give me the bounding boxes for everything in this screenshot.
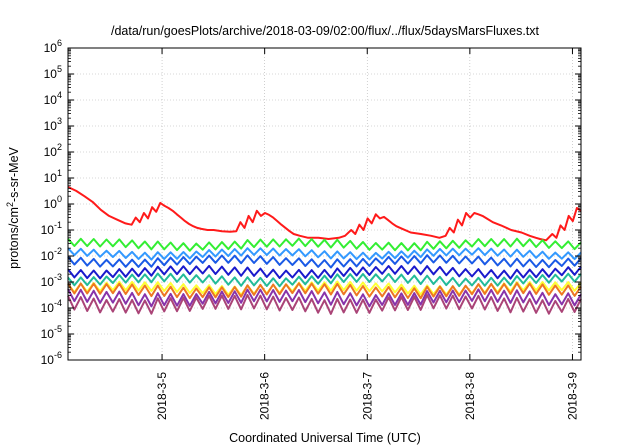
y-tick-label-exp: 6: [57, 38, 62, 48]
grid: [68, 48, 581, 360]
y-tick-label-exp: 5: [57, 64, 62, 74]
x-tick-label: 2018-3-6: [258, 372, 272, 420]
y-tick-label: 103: [44, 116, 62, 133]
y-tick-label-base: 10: [44, 93, 58, 107]
x-tick-label: 2018-3-9: [565, 372, 579, 420]
y-tick-label: 10-1: [41, 220, 62, 237]
plot-frame: [67, 47, 582, 361]
y-tick-labels: 10-610-510-410-310-210-11001011021031041…: [41, 38, 62, 367]
chart-title: /data/run/goesPlots/archive/2018-03-09/0…: [111, 24, 540, 38]
y-tick-label: 101: [44, 168, 62, 185]
x-tick-label: 2018-3-7: [360, 372, 374, 420]
y-tick-label: 100: [44, 194, 62, 211]
y-tick-label-base: 10: [41, 275, 55, 289]
x-tick-labels: 2018-3-5 2018-3-6 2018-3-7 2018-3-8 2018-3-9: [155, 372, 579, 420]
y-tick-label-base: 10: [44, 119, 58, 133]
y-axis-label-suffix: -s-sr-MeV: [7, 146, 21, 202]
y-tick-label-base: 10: [41, 249, 55, 263]
series-line-4: [67, 264, 582, 280]
series-line-2: [67, 247, 582, 261]
y-axis-label-prefix: protons/cm: [7, 207, 21, 269]
y-tick-label: 106: [44, 38, 62, 55]
x-tick-label: 2018-3-5: [155, 372, 169, 420]
series-line-1: [67, 237, 582, 252]
y-tick-label: 10-4: [41, 298, 62, 315]
y-tick-label-base: 10: [44, 67, 58, 81]
series-group: [67, 186, 582, 315]
y-tick-label-exp: -2: [54, 246, 62, 256]
y-tick-label-base: 10: [44, 41, 58, 55]
y-tick-label-exp: -6: [54, 350, 62, 360]
y-tick-label-exp: 0: [57, 194, 62, 204]
y-tick-label: 102: [44, 142, 62, 159]
series-line-5: [67, 272, 582, 288]
y-tick-label: 10-5: [41, 324, 62, 341]
y-tick-label-base: 10: [41, 301, 55, 315]
x-tick-label: 2018-3-8: [463, 372, 477, 420]
y-tick-label-exp: 4: [57, 90, 62, 100]
x-axis-label: Coordinated Universal Time (UTC): [229, 431, 421, 445]
series-line-3: [67, 254, 582, 269]
ticks: [68, 47, 581, 361]
y-tick-label-base: 10: [41, 353, 55, 367]
y-tick-label-exp: -4: [54, 298, 62, 308]
y-tick-label: 10-2: [41, 246, 62, 263]
y-tick-label-exp: 3: [57, 116, 62, 126]
series-line-0: [67, 186, 582, 242]
y-tick-label-exp: 1: [57, 168, 62, 178]
y-tick-label: 105: [44, 64, 62, 81]
y-tick-label-base: 10: [44, 171, 58, 185]
series-line-9: [67, 293, 582, 315]
y-tick-label-base: 10: [44, 197, 58, 211]
y-tick-label: 10-3: [41, 272, 62, 289]
y-tick-label-exp: 2: [57, 142, 62, 152]
y-axis-label: protons/cm2-s-sr-MeV: [5, 146, 21, 268]
y-tick-label-base: 10: [41, 327, 55, 341]
y-tick-label-exp: -5: [54, 324, 62, 334]
y-tick-label: 10-6: [41, 350, 62, 367]
y-tick-label-exp: -3: [54, 272, 62, 282]
y-tick-label-base: 10: [41, 223, 55, 237]
series-line-7: [67, 282, 582, 300]
y-axis-label-sup: 2: [5, 202, 15, 207]
y-tick-label-base: 10: [44, 145, 58, 159]
y-tick-label-exp: -1: [54, 220, 62, 230]
series-line-8: [67, 288, 582, 308]
y-tick-label: 104: [44, 90, 62, 107]
